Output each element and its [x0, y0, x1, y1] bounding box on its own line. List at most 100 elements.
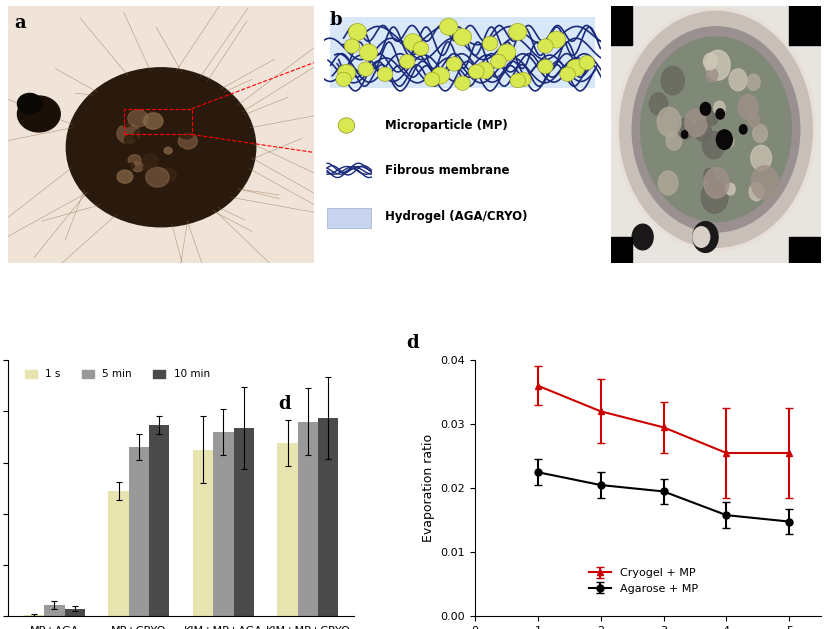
Circle shape — [703, 53, 716, 70]
Circle shape — [701, 131, 724, 159]
Circle shape — [482, 36, 498, 51]
Circle shape — [112, 106, 209, 188]
Circle shape — [439, 18, 457, 35]
Circle shape — [490, 54, 506, 69]
Circle shape — [159, 168, 176, 182]
Circle shape — [676, 118, 693, 138]
Circle shape — [715, 130, 731, 149]
Circle shape — [446, 57, 461, 71]
Circle shape — [348, 23, 366, 40]
Y-axis label: Evaporation ratio: Evaporation ratio — [421, 434, 435, 542]
Circle shape — [178, 125, 194, 139]
Legend: Cryogel + MP, Agarose + MP: Cryogel + MP, Agarose + MP — [584, 564, 701, 598]
Circle shape — [468, 65, 484, 79]
Circle shape — [335, 72, 351, 87]
Circle shape — [632, 224, 652, 250]
Circle shape — [705, 112, 717, 125]
Circle shape — [146, 167, 169, 187]
Circle shape — [713, 101, 724, 115]
Circle shape — [175, 148, 185, 156]
Circle shape — [715, 109, 724, 119]
Circle shape — [728, 69, 746, 91]
Circle shape — [693, 121, 710, 142]
Circle shape — [164, 147, 172, 154]
Circle shape — [509, 74, 525, 88]
Circle shape — [377, 67, 392, 81]
Circle shape — [515, 72, 531, 87]
Circle shape — [566, 59, 585, 76]
Bar — [297, 421, 318, 616]
Bar — [327, 208, 371, 228]
Bar — [318, 418, 338, 616]
Circle shape — [537, 59, 552, 74]
Circle shape — [632, 27, 799, 232]
Circle shape — [142, 111, 161, 128]
Circle shape — [537, 39, 552, 53]
Bar — [149, 425, 169, 616]
Circle shape — [684, 109, 706, 136]
Circle shape — [403, 34, 421, 51]
Circle shape — [705, 50, 729, 80]
Text: d: d — [278, 395, 291, 413]
Circle shape — [705, 68, 717, 82]
Circle shape — [749, 183, 763, 201]
Circle shape — [359, 44, 378, 61]
Circle shape — [124, 116, 197, 178]
Circle shape — [399, 54, 415, 69]
Circle shape — [75, 75, 246, 219]
Circle shape — [178, 133, 197, 149]
Circle shape — [453, 28, 471, 45]
Circle shape — [748, 113, 758, 127]
Circle shape — [579, 55, 594, 70]
Circle shape — [724, 183, 734, 195]
Circle shape — [142, 165, 149, 170]
Circle shape — [703, 168, 728, 198]
Circle shape — [17, 96, 60, 132]
Circle shape — [700, 181, 727, 213]
Circle shape — [358, 62, 373, 76]
Circle shape — [546, 31, 565, 48]
Circle shape — [692, 221, 717, 252]
Circle shape — [739, 125, 746, 134]
Bar — [65, 609, 84, 616]
Circle shape — [750, 165, 777, 199]
Bar — [233, 428, 253, 616]
Bar — [600, 237, 632, 276]
Circle shape — [142, 154, 158, 167]
Circle shape — [703, 169, 714, 181]
Circle shape — [128, 163, 134, 169]
Circle shape — [497, 44, 515, 61]
Circle shape — [128, 110, 148, 127]
Circle shape — [431, 67, 449, 84]
Circle shape — [724, 137, 733, 147]
Bar — [128, 447, 149, 616]
Circle shape — [752, 125, 767, 143]
Circle shape — [117, 170, 132, 183]
Circle shape — [424, 72, 440, 87]
Circle shape — [338, 118, 354, 133]
Bar — [600, 6, 632, 45]
Circle shape — [124, 135, 137, 145]
Circle shape — [100, 96, 222, 199]
Circle shape — [559, 67, 575, 81]
Legend: 1 s, 5 min, 10 min: 1 s, 5 min, 10 min — [21, 365, 214, 384]
Circle shape — [455, 76, 469, 91]
Text: d: d — [406, 335, 418, 352]
Circle shape — [657, 108, 680, 136]
Circle shape — [508, 23, 527, 40]
Text: Hydrogel (AGA/CRYO): Hydrogel (AGA/CRYO) — [385, 210, 527, 223]
Circle shape — [737, 95, 757, 120]
Circle shape — [117, 124, 140, 143]
Circle shape — [746, 74, 759, 91]
Circle shape — [750, 145, 771, 170]
Circle shape — [128, 155, 141, 165]
Circle shape — [619, 11, 811, 247]
FancyBboxPatch shape — [330, 16, 595, 88]
Circle shape — [337, 65, 355, 81]
Circle shape — [143, 113, 163, 129]
Bar — [788, 6, 820, 45]
Bar — [788, 237, 820, 276]
Bar — [108, 491, 128, 616]
Bar — [24, 615, 44, 616]
Circle shape — [700, 103, 710, 115]
